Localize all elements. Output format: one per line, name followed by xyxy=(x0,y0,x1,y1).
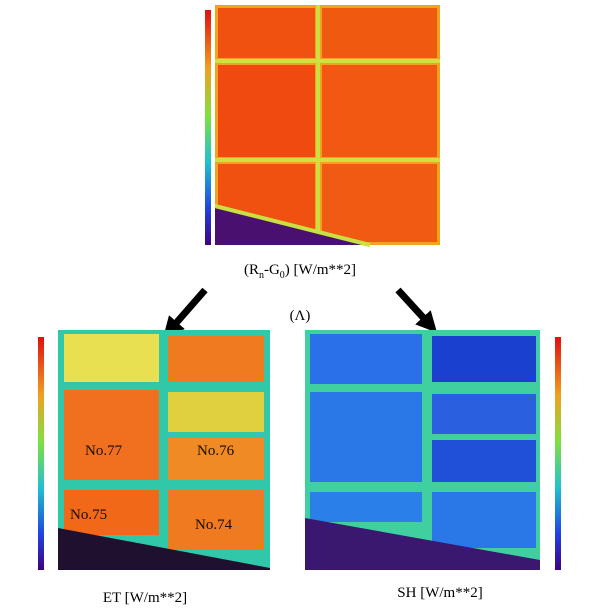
et-caption: ET [W/m**2] xyxy=(103,590,187,606)
plot xyxy=(218,8,315,58)
plot-label: No.75 xyxy=(70,507,107,523)
plot xyxy=(322,8,437,58)
colorbar xyxy=(555,337,561,570)
colorbar xyxy=(38,337,44,570)
et-heatmap xyxy=(38,330,270,570)
plot xyxy=(432,492,536,548)
arrow xyxy=(170,290,205,330)
figure: (Rn-G0) [W/m**2] (Λ) No.77 No.76 No.75 N… xyxy=(0,0,590,608)
plot-label: No.77 xyxy=(85,443,123,459)
plot xyxy=(322,65,437,157)
plot xyxy=(168,392,264,432)
plot xyxy=(322,164,437,242)
plot xyxy=(310,334,422,384)
plot xyxy=(64,390,159,480)
top-caption: (Rn-G0) [W/m**2] xyxy=(244,262,356,281)
plot xyxy=(168,336,264,382)
colorbar xyxy=(205,10,211,245)
plot xyxy=(310,492,422,522)
middle-label: (Λ) xyxy=(290,308,311,324)
top-heatmap xyxy=(205,5,440,245)
plot-label: No.76 xyxy=(197,443,235,459)
plot-label: No.74 xyxy=(195,517,233,533)
plot xyxy=(64,334,159,382)
plot xyxy=(310,392,422,482)
plot xyxy=(432,440,536,482)
sh-caption: SH [W/m**2] xyxy=(397,585,482,601)
plot xyxy=(432,394,536,434)
plot xyxy=(218,65,315,157)
sh-heatmap xyxy=(305,330,561,570)
arrow xyxy=(398,290,430,325)
plot xyxy=(432,336,536,382)
